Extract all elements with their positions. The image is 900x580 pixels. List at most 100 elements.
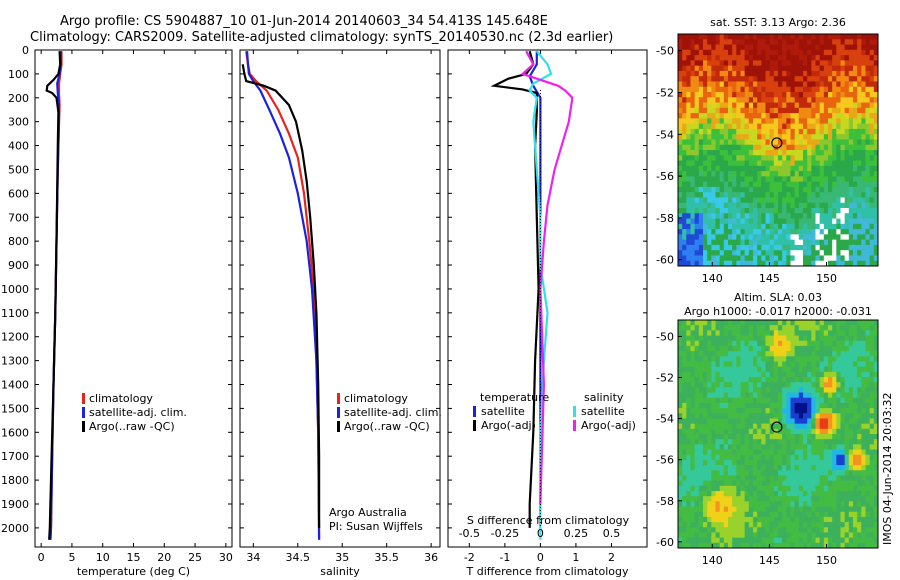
sla-cell: [703, 506, 708, 513]
sst-cell: [740, 139, 746, 146]
sla-cell: [794, 366, 800, 373]
sst-cell: [832, 113, 837, 119]
sst-cell: [798, 218, 804, 225]
sst-cell: [861, 165, 866, 172]
sla-cell: [857, 485, 862, 492]
sla-cell: [811, 320, 816, 326]
sla-cell: [848, 459, 854, 466]
sla-cell: [765, 335, 771, 342]
sla-cell: [773, 542, 779, 549]
sst-cell: [719, 202, 725, 209]
sla-cell: [786, 366, 791, 373]
sla-cell: [682, 397, 687, 404]
sla-cell: [723, 371, 729, 378]
sst-cell: [698, 255, 704, 262]
sst-cell: [707, 176, 712, 183]
sst-cell: [761, 202, 766, 209]
sla-cell: [848, 340, 854, 347]
sst-cell: [819, 60, 825, 67]
sst-cell: [698, 213, 704, 219]
sla-cell: [748, 470, 754, 476]
sla-cell: [732, 377, 737, 383]
sla-cell: [707, 496, 712, 502]
sst-cell: [728, 192, 733, 198]
sla-cell: [823, 511, 829, 518]
sla-cell: [823, 356, 829, 362]
sst-cell: [836, 218, 841, 225]
sst-cell: [869, 229, 875, 235]
sst-cell: [819, 92, 825, 98]
sla-cell: [798, 408, 804, 414]
sst-cell: [715, 97, 721, 103]
sla-cell: [694, 465, 700, 471]
sst-cell: [719, 260, 725, 267]
sst-cell: [865, 229, 871, 235]
sst-cell: [690, 171, 696, 177]
sst-cell: [869, 144, 875, 151]
sst-cell: [698, 34, 704, 40]
sst-cell: [748, 176, 754, 183]
sst-cell: [840, 107, 846, 114]
sla-cell: [798, 330, 804, 336]
sst-cell: [703, 76, 708, 82]
sst-cell: [753, 55, 758, 61]
sst-cell: [778, 55, 783, 61]
sla-cell: [723, 408, 729, 414]
sst-cell: [807, 255, 812, 262]
sla-cell: [786, 491, 791, 497]
sst-cell: [844, 34, 850, 40]
salinity-series-argo-raw-qc-: [241, 64, 321, 528]
sst-cell: [836, 107, 841, 114]
sla-cell: [753, 408, 758, 414]
sla-cell: [703, 449, 708, 456]
sst-cell: [803, 171, 808, 177]
sst-cell: [728, 118, 733, 125]
sst-cell: [765, 86, 771, 93]
sla-cell: [819, 377, 825, 383]
sst-cell: [803, 134, 808, 140]
sst-cell: [807, 260, 812, 267]
sla-cell: [703, 356, 708, 362]
sst-cell: [740, 160, 746, 167]
sla_map-ytick-label: -50: [656, 330, 674, 343]
sla-cell: [678, 506, 683, 513]
sla-cell: [844, 491, 850, 497]
sst-cell: [840, 60, 846, 67]
sst-cell: [803, 192, 808, 198]
sst-cell: [686, 128, 691, 135]
sla-cell: [761, 325, 766, 331]
sst-cell: [719, 255, 725, 262]
sst-cell: [807, 49, 812, 56]
sst-cell: [686, 250, 691, 256]
sst-cell: [769, 218, 775, 225]
sla-cell: [715, 428, 721, 435]
sst-cell: [807, 208, 812, 214]
sst-cell: [823, 113, 829, 119]
sst-cell: [828, 76, 833, 82]
sla-cell: [773, 506, 779, 513]
sla-cell: [773, 434, 779, 440]
sst-cell: [869, 44, 875, 51]
sla-cell: [773, 480, 779, 487]
sst-cell: [778, 65, 783, 72]
sst-cell: [828, 107, 833, 114]
sst-cell: [736, 150, 741, 156]
sst-cell: [823, 176, 829, 183]
sla-cell: [719, 330, 725, 336]
sla-cell: [815, 402, 821, 409]
sla-cell: [728, 335, 733, 342]
sst-cell: [819, 150, 825, 156]
sst-cell: [865, 181, 871, 188]
sla-cell: [682, 387, 687, 393]
sst-cell: [807, 155, 812, 161]
sla-cell: [703, 475, 708, 482]
sst-cell: [836, 160, 841, 167]
sst-cell: [844, 118, 850, 125]
sla-cell: [861, 345, 866, 352]
sst-cell: [853, 197, 858, 204]
sst-cell: [707, 107, 712, 114]
sst-cell: [703, 234, 708, 241]
sla-cell: [773, 449, 779, 456]
sla-cell: [861, 330, 866, 336]
sst-cell: [798, 176, 804, 183]
